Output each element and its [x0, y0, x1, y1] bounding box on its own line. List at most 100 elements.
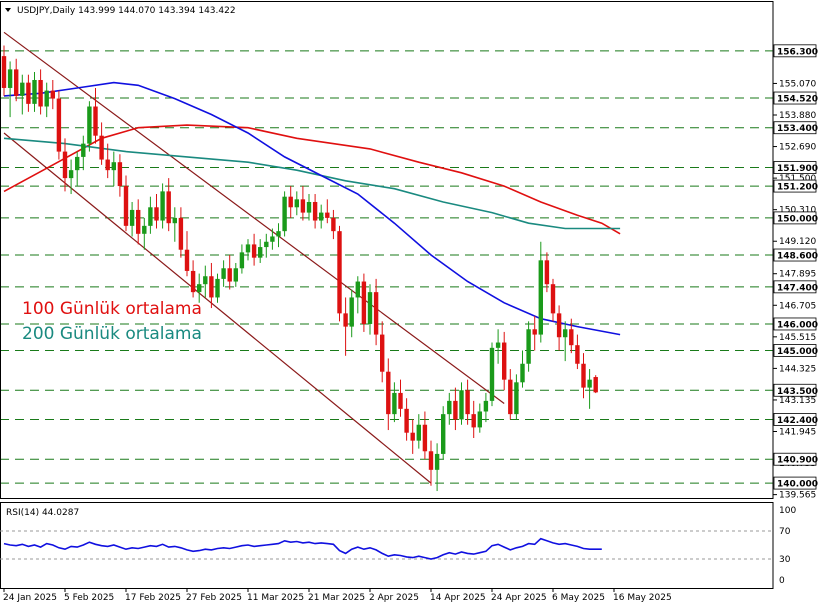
candle-body [7, 69, 13, 88]
level-label-box [773, 91, 817, 105]
level-label-box [773, 211, 817, 225]
candle-body [392, 392, 397, 415]
rsi-tick-label: 70 [779, 527, 791, 537]
candle-body [373, 292, 379, 335]
level-label: 145.000 [777, 347, 818, 357]
level-label: 150.000 [777, 214, 818, 224]
candle-body [221, 268, 226, 279]
candle-body [75, 156, 80, 171]
candle-body [569, 329, 574, 346]
level-label-box [773, 452, 817, 466]
series-line-1 [3, 137, 621, 230]
price-tick-label: 146.705 [779, 301, 816, 311]
candle-body [282, 196, 287, 232]
date-tick-label: 14 Apr 2025 [430, 593, 486, 603]
level-label: 147.400 [777, 283, 818, 293]
candle-body [502, 342, 507, 380]
level-label: 151.200 [777, 183, 818, 193]
candle-body [355, 281, 360, 298]
level-label: 146.000 [777, 320, 818, 330]
candle-body [62, 151, 68, 179]
rsi-tick-label: 100 [779, 506, 796, 516]
date-axis: 24 Jan 2025 5 Feb 2025 17 Feb 2025 27 Feb 2… [3, 588, 672, 603]
date-tick-label: 24 Apr 2025 [491, 593, 547, 603]
candle-body [56, 98, 62, 152]
price-tick-label: 139.565 [779, 491, 816, 501]
annotation-200-ma: 200 Günlük ortalama [22, 324, 202, 344]
candle-body [239, 252, 245, 269]
candle-body [532, 329, 537, 335]
level-label-box [773, 344, 817, 357]
series-line-3 [3, 31, 505, 404]
candle-body [44, 90, 49, 107]
candle-body [447, 400, 452, 415]
candle-body [1, 56, 7, 88]
candle-body [422, 424, 428, 452]
candle-body [556, 313, 562, 338]
price-axis: 155.070 153.880 152.690 151.500 150.310 149.1… [0, 1, 818, 589]
candle-body [550, 284, 556, 314]
candle-body [270, 236, 275, 242]
candle-body [38, 79, 43, 107]
level-label-box [773, 179, 817, 193]
candle-body [111, 162, 116, 171]
candle-body [434, 453, 440, 470]
candle-body [142, 225, 147, 234]
candle-body [538, 260, 543, 335]
date-tick-label: 21 Mar 2025 [308, 593, 365, 603]
candle-body [575, 345, 580, 364]
candle-body [514, 382, 519, 415]
rsi-line [3, 537, 602, 560]
candle-body [386, 371, 391, 415]
price-tick-label: 147.895 [779, 270, 816, 280]
candle-body [288, 196, 293, 208]
candle-body [404, 408, 409, 433]
moving-averages [3, 81, 621, 336]
price-tick-label: 153.880 [779, 111, 816, 121]
triangle-down-icon[interactable] [5, 8, 11, 12]
date-tick-label: 17 Feb 2025 [125, 593, 181, 603]
candle-body [117, 162, 123, 187]
candle-body [581, 363, 586, 388]
candle-body [300, 199, 306, 213]
candle-body [99, 135, 104, 160]
candle-body [306, 201, 312, 213]
level-label: 153.400 [777, 124, 818, 134]
candle-body [166, 191, 171, 224]
candle-body [593, 377, 598, 393]
candle-body [520, 363, 525, 383]
price-tick-label: 149.120 [779, 237, 816, 247]
candle-body [398, 392, 403, 409]
series-line-4 [3, 132, 432, 484]
level-label: 140.900 [777, 456, 818, 466]
candle-body [258, 247, 263, 258]
candle-body [20, 82, 25, 96]
level-label-box [773, 413, 817, 426]
level-label-box [773, 161, 817, 174]
candle-body [32, 79, 37, 104]
level-label-box [773, 248, 817, 262]
date-tick-label: 2 Apr 2025 [369, 593, 419, 603]
candle-body [294, 199, 299, 208]
price-tick-label: 145.515 [779, 333, 816, 343]
candle-body [483, 400, 489, 412]
candle-body [416, 424, 421, 441]
candle-body [325, 212, 330, 218]
candle-body [154, 207, 159, 221]
candle-body [251, 244, 257, 258]
candle-body [471, 414, 476, 428]
candle-body [477, 411, 482, 428]
candle-body [380, 334, 385, 372]
level-label-box [773, 317, 817, 331]
candle-body [123, 186, 129, 226]
horizontal-levels [0, 50, 773, 484]
candle-body [148, 207, 153, 226]
level-label: 142.400 [777, 416, 818, 426]
candle-body [587, 379, 592, 388]
level-label: 140.000 [777, 480, 818, 490]
candle-body [233, 268, 238, 282]
candle-body [172, 217, 177, 224]
series-line-2 [3, 81, 621, 336]
candle-body [197, 284, 202, 293]
